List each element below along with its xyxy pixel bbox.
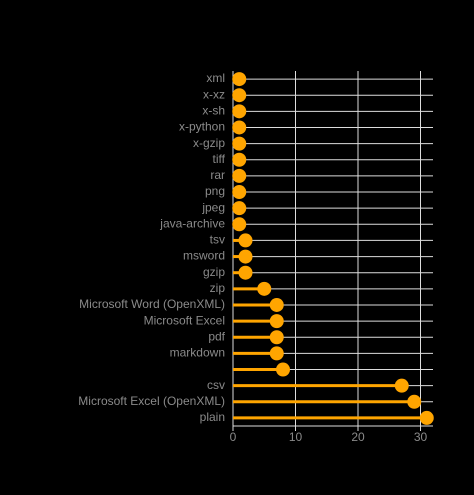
dot xyxy=(232,185,247,200)
y-tick-label: Microsoft Excel xyxy=(144,313,225,327)
dot xyxy=(269,314,284,329)
dot xyxy=(232,217,247,232)
dot xyxy=(232,152,247,167)
dot xyxy=(407,394,422,409)
dot xyxy=(238,265,253,280)
y-tick-label: markdown xyxy=(170,346,225,360)
dot xyxy=(232,168,247,183)
dot xyxy=(419,410,434,425)
dot xyxy=(269,297,284,312)
y-tick-label: jpeg xyxy=(201,200,225,214)
y-tick-label: png xyxy=(205,184,225,198)
dot xyxy=(238,249,253,264)
dot xyxy=(394,378,409,393)
dot xyxy=(232,104,247,119)
y-tick-label: Microsoft Word (OpenXML) xyxy=(79,297,225,311)
dot xyxy=(276,362,290,377)
x-tick-label: 10 xyxy=(289,430,303,444)
y-tick-label: gzip xyxy=(203,265,225,279)
x-tick-label: 0 xyxy=(230,430,237,444)
x-tick-label: 20 xyxy=(351,430,365,444)
y-tick-label: Microsoft Excel (OpenXML) xyxy=(78,394,225,408)
y-tick-label: x-gzip xyxy=(193,136,225,150)
y-tick-label: x-sh xyxy=(202,104,225,118)
dot xyxy=(269,330,284,345)
y-tick-label: plain xyxy=(200,410,225,424)
dot xyxy=(232,120,247,135)
y-tick-label: tiff xyxy=(213,152,226,166)
dot xyxy=(232,136,247,151)
y-tick-label: x-xz xyxy=(203,87,225,101)
dot xyxy=(232,72,247,87)
dot xyxy=(269,346,284,361)
y-tick-label: tsv xyxy=(210,233,225,247)
y-tick-label: msword xyxy=(183,249,225,263)
dot xyxy=(232,201,247,216)
y-tick-label: x-python xyxy=(179,120,225,134)
y-tick-label: pdf xyxy=(208,329,225,343)
y-tick-label: csv xyxy=(207,378,225,392)
y-tick-label: java-archive xyxy=(159,216,225,230)
y-tick-label: zip xyxy=(210,281,226,295)
dot xyxy=(257,281,272,296)
y-tick-label: rar xyxy=(210,168,225,182)
x-tick-label: 30 xyxy=(414,430,428,444)
dot xyxy=(238,233,253,248)
y-tick-label: xml xyxy=(206,71,225,85)
dot xyxy=(232,88,247,103)
